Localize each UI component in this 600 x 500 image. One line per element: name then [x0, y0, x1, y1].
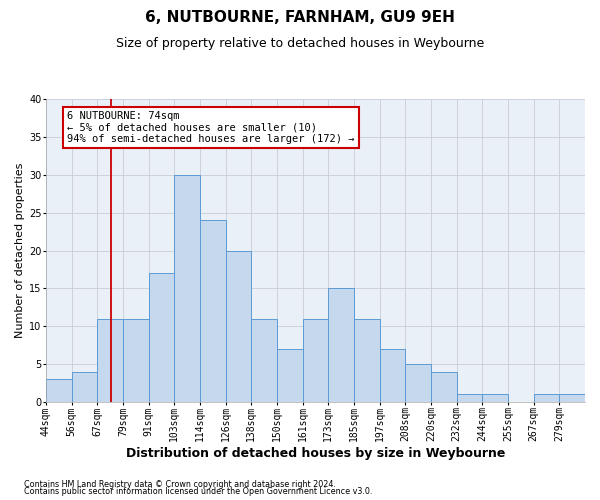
Bar [457, 394, 482, 402]
Bar [251, 318, 277, 402]
Bar [354, 318, 380, 402]
Bar [200, 220, 226, 402]
Bar [123, 318, 149, 402]
Bar [302, 318, 328, 402]
Bar [226, 250, 251, 402]
Bar [149, 273, 174, 402]
Bar [431, 372, 457, 402]
Bar [533, 394, 559, 402]
Bar [405, 364, 431, 402]
Bar [482, 394, 508, 402]
Text: 6 NUTBOURNE: 74sqm
← 5% of detached houses are smaller (10)
94% of semi-detached: 6 NUTBOURNE: 74sqm ← 5% of detached hous… [67, 111, 355, 144]
Text: Contains HM Land Registry data © Crown copyright and database right 2024.: Contains HM Land Registry data © Crown c… [24, 480, 336, 489]
Text: Contains public sector information licensed under the Open Government Licence v3: Contains public sector information licen… [24, 488, 373, 496]
Y-axis label: Number of detached properties: Number of detached properties [15, 163, 25, 338]
X-axis label: Distribution of detached houses by size in Weybourne: Distribution of detached houses by size … [126, 447, 505, 460]
Bar [97, 318, 123, 402]
Bar [559, 394, 585, 402]
Bar [174, 175, 200, 402]
Bar [46, 380, 71, 402]
Bar [328, 288, 354, 402]
Bar [71, 372, 97, 402]
Bar [380, 349, 405, 402]
Bar [277, 349, 302, 402]
Text: 6, NUTBOURNE, FARNHAM, GU9 9EH: 6, NUTBOURNE, FARNHAM, GU9 9EH [145, 10, 455, 25]
Text: Size of property relative to detached houses in Weybourne: Size of property relative to detached ho… [116, 38, 484, 51]
